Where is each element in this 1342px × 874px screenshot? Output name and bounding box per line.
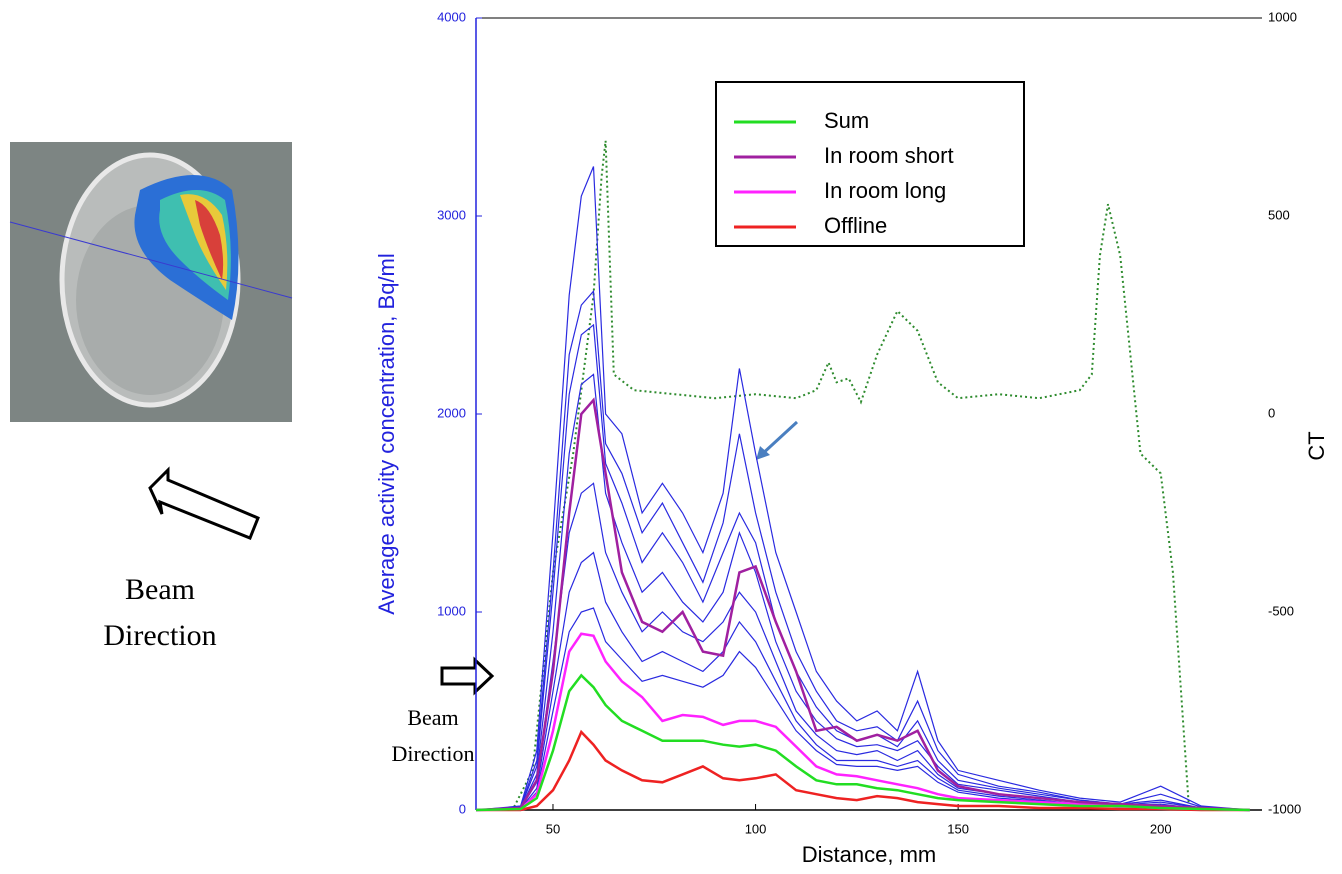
- y2-axis-label: CT: [1304, 431, 1329, 460]
- legend-label: Sum: [824, 108, 869, 133]
- y2-tick-label: -500: [1268, 603, 1294, 618]
- x-tick-label: 50: [546, 821, 560, 836]
- chart: Beam Direction Beam Direction 0100020003…: [0, 0, 1342, 874]
- series-line: [476, 634, 1250, 810]
- y-axis-label: Average activity concentration, Bq/ml: [374, 253, 399, 615]
- y2-tick-label: 0: [1268, 405, 1275, 420]
- annotation: Beam: [407, 705, 458, 730]
- legend-label: Offline: [824, 213, 887, 238]
- y-tick-label: 0: [459, 801, 466, 816]
- profile-line: [476, 553, 1250, 810]
- y2-tick-label: 500: [1268, 207, 1290, 222]
- annotation: Direction: [103, 619, 216, 652]
- ct-image: [10, 142, 292, 422]
- profile-line: [476, 291, 1250, 810]
- series-line: [476, 400, 1250, 810]
- legend-label: In room short: [824, 143, 954, 168]
- x-tick-label: 200: [1150, 821, 1172, 836]
- y-tick-label: 1000: [437, 603, 466, 618]
- legend-label: In room long: [824, 178, 946, 203]
- annotation: Direction: [391, 741, 474, 766]
- annotation: Beam: [125, 573, 195, 606]
- y-tick-label: 2000: [437, 405, 466, 420]
- pointer-arrow: [760, 422, 797, 456]
- profile-line: [476, 325, 1250, 810]
- y2-tick-label: 1000: [1268, 9, 1297, 24]
- x-tick-label: 150: [947, 821, 969, 836]
- x-axis-label: Distance, mm: [802, 842, 936, 867]
- profile-line: [476, 608, 1250, 810]
- y2-tick-label: -1000: [1268, 801, 1301, 816]
- beam-arrow: [150, 470, 258, 538]
- y-tick-label: 3000: [437, 207, 466, 222]
- x-tick-label: 100: [745, 821, 767, 836]
- beam-arrow: [442, 660, 492, 692]
- profile-line: [476, 167, 1250, 811]
- y-tick-label: 4000: [437, 9, 466, 24]
- series-line: [476, 732, 1250, 810]
